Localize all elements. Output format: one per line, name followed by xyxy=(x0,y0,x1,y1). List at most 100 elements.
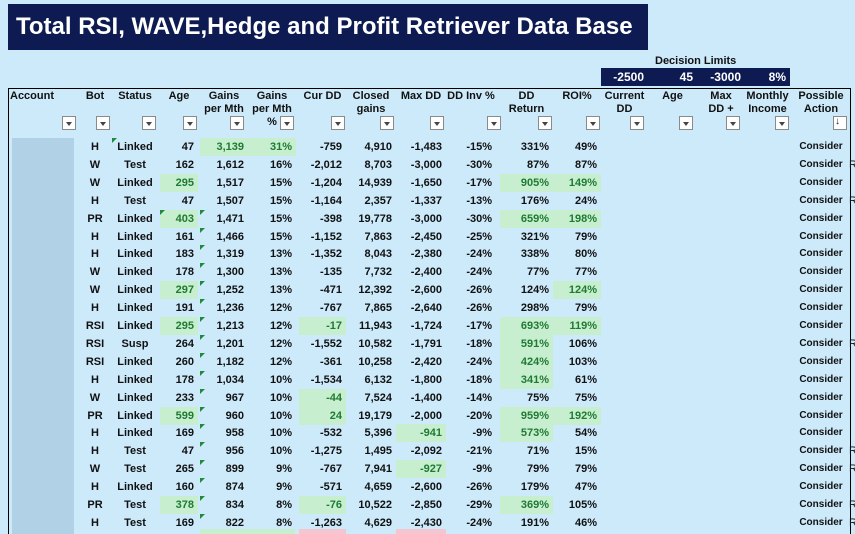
cell-bot[interactable]: H xyxy=(91,516,99,529)
cell-gpm[interactable]: 1,319 xyxy=(200,245,248,263)
cell-ret[interactable]: 179% xyxy=(520,481,549,494)
cell-status[interactable]: Linked xyxy=(112,138,158,156)
filter-dropdown-icon[interactable] xyxy=(430,116,444,130)
filter-dropdown-icon[interactable] xyxy=(183,116,197,130)
cell-ret[interactable]: 71% xyxy=(526,445,549,458)
cell-ret[interactable]: 87% xyxy=(526,158,549,171)
cell-gpm[interactable]: 1,034 xyxy=(200,370,248,389)
cell-age[interactable]: 47 xyxy=(181,194,194,207)
cell-closed[interactable]: 8,703 xyxy=(364,158,392,171)
cell-bot[interactable]: H xyxy=(91,427,99,440)
cell-maxdd[interactable]: -3,000 xyxy=(410,158,442,171)
cell-status[interactable]: Linked xyxy=(117,355,153,368)
cell-bot[interactable]: H xyxy=(91,194,99,207)
cell-offscreen-column[interactable]: R xyxy=(849,337,855,350)
cell-gpm[interactable]: 3,139 xyxy=(200,138,248,156)
cell-maxdd[interactable]: -2,640 xyxy=(410,302,442,315)
cell-bot[interactable]: RSI xyxy=(85,355,105,368)
cell-inv[interactable]: -25% xyxy=(466,230,492,243)
cell-roi[interactable]: 80% xyxy=(574,248,597,261)
cell-inv[interactable]: -13% xyxy=(466,194,492,207)
filter-dropdown-icon[interactable] xyxy=(630,116,644,130)
cell-action[interactable]: Consider xyxy=(799,212,843,224)
cell-status[interactable]: Linked xyxy=(117,302,153,315)
cell-gpm[interactable]: 1,252 xyxy=(200,281,248,299)
cell-maxdd[interactable]: -2,000 xyxy=(410,409,442,422)
cell-gpct[interactable]: 9% xyxy=(276,463,292,476)
cell-status[interactable]: Test xyxy=(124,194,146,207)
cell-status[interactable]: Test xyxy=(124,463,146,476)
cell-closed[interactable]: 10,582 xyxy=(358,337,392,350)
cell-maxdd[interactable]: -927 xyxy=(396,460,446,479)
cell-inv[interactable]: -24% xyxy=(466,248,492,261)
cell-action[interactable]: Consider xyxy=(799,337,843,349)
cell-cur[interactable]: -17 xyxy=(299,317,346,335)
cell-closed[interactable]: 19,778 xyxy=(358,212,392,225)
cell-bot[interactable]: PR xyxy=(87,212,103,225)
cell-roi[interactable]: 54% xyxy=(574,427,597,440)
cell-age[interactable]: 233 xyxy=(175,391,194,404)
cell-bot[interactable]: W xyxy=(89,284,101,297)
cell-inv[interactable]: -24% xyxy=(466,266,492,279)
cell-age[interactable]: 47 xyxy=(181,141,194,153)
cell-cur[interactable]: -1,164 xyxy=(310,194,342,207)
cell-action[interactable]: Consider xyxy=(799,302,843,314)
limit-age[interactable]: 45 xyxy=(679,70,693,84)
cell-action[interactable]: Consider xyxy=(799,158,843,170)
cell-age[interactable]: 265 xyxy=(175,463,194,476)
cell-gpm[interactable]: 1,213 xyxy=(200,317,248,335)
cell-closed[interactable]: 11,943 xyxy=(358,320,392,332)
cell-closed[interactable]: 4,629 xyxy=(364,516,392,529)
cell-gpct[interactable]: 9% xyxy=(276,481,292,494)
cell-offscreen-column[interactable]: R xyxy=(849,158,855,171)
cell-gpct[interactable]: 8% xyxy=(276,516,292,529)
cell-ret[interactable]: 124% xyxy=(520,284,549,297)
cell-cur[interactable]: -571 xyxy=(319,481,342,494)
cell-offscreen-column[interactable]: R xyxy=(849,499,855,511)
cell-bot[interactable]: H xyxy=(91,373,99,386)
cell-age[interactable]: 169 xyxy=(175,427,194,440)
cell-offscreen-column[interactable]: R xyxy=(849,445,855,458)
cell-age[interactable]: 260 xyxy=(175,355,194,368)
cell-closed[interactable]: 7,732 xyxy=(364,266,392,279)
cell-action[interactable]: Consider xyxy=(799,427,843,439)
cell-cur[interactable]: -1,152 xyxy=(310,230,342,243)
cell-inv[interactable]: -30% xyxy=(466,212,492,225)
cell-bot[interactable]: RSI xyxy=(85,337,105,350)
cell-closed[interactable]: 14,939 xyxy=(358,176,392,189)
cell-age[interactable]: 160 xyxy=(175,481,194,494)
cell-action[interactable]: Consider xyxy=(799,391,843,403)
cell-inv[interactable]: -26% xyxy=(466,481,492,494)
cell-gpm[interactable]: 1,182 xyxy=(200,352,248,371)
cell-gpm[interactable]: 1,201 xyxy=(200,334,248,353)
cell-closed[interactable]: 12,392 xyxy=(358,284,392,297)
sort-descending-icon[interactable]: ↓ xyxy=(833,116,847,130)
cell-age[interactable]: 178 xyxy=(175,266,194,279)
cell-cur[interactable]: -532 xyxy=(319,427,342,440)
cell-age[interactable]: 295 xyxy=(160,317,198,335)
cell-action[interactable]: Consider xyxy=(799,176,843,188)
cell-roi[interactable]: 75% xyxy=(574,391,597,404)
cell-inv[interactable]: -18% xyxy=(466,337,492,350)
limit-monthly-income[interactable]: 8% xyxy=(768,70,786,84)
cell-gpct[interactable]: 10% xyxy=(269,427,292,440)
cell-age[interactable]: 169 xyxy=(175,516,194,529)
limit-max-dd[interactable]: -3000 xyxy=(710,70,741,84)
cell-action[interactable]: Consider xyxy=(799,463,843,475)
cell-age[interactable]: 295 xyxy=(160,173,198,192)
cell-closed[interactable]: 4,910 xyxy=(364,141,392,153)
cell-action[interactable]: Consider xyxy=(799,516,843,528)
cell-closed[interactable]: 10,258 xyxy=(358,355,392,368)
cell-age[interactable]: 47 xyxy=(181,445,194,458)
cell-status[interactable]: Linked xyxy=(117,391,153,404)
cell-roi[interactable]: 47% xyxy=(574,481,597,494)
cell-bot[interactable]: H xyxy=(91,445,99,458)
cell-ret[interactable]: 905% xyxy=(500,173,553,192)
cell-roi[interactable]: 87% xyxy=(574,158,597,171)
cell-closed[interactable]: 19,179 xyxy=(358,409,392,422)
cell-cur[interactable]: -2,012 xyxy=(310,158,342,171)
cell-ret[interactable]: 959% xyxy=(500,406,553,425)
cell-status[interactable]: Linked xyxy=(117,266,153,279)
cell-cur[interactable]: -1,275 xyxy=(310,445,342,458)
filter-dropdown-icon[interactable] xyxy=(487,116,501,130)
